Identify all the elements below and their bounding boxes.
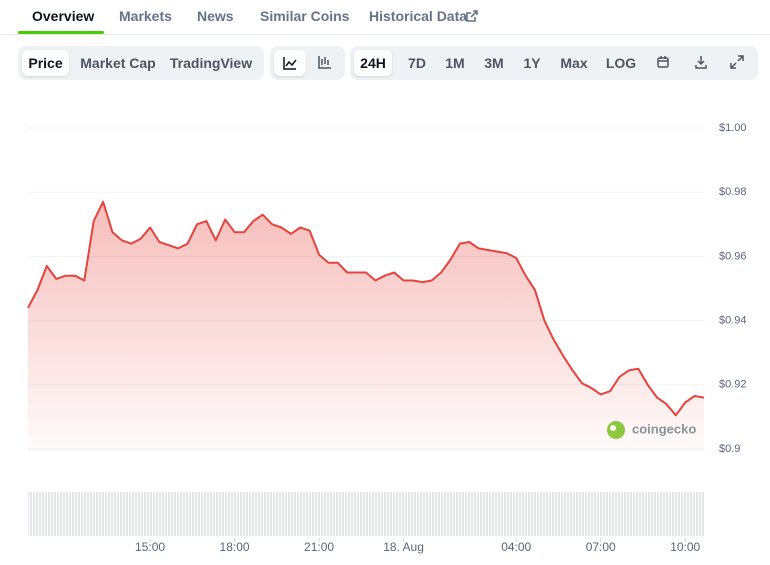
volume-area	[28, 492, 705, 536]
tab[interactable]: Markets	[119, 8, 172, 24]
range-button[interactable]: 1Y	[523, 55, 541, 71]
range-button[interactable]: 7D	[408, 55, 426, 71]
watermark-text: coingecko	[632, 421, 696, 436]
tab[interactable]: Overview	[32, 8, 95, 24]
range-button[interactable]: Max	[560, 55, 588, 71]
x-tick-label: 18. Aug	[383, 540, 424, 554]
tab[interactable]: Historical Data	[369, 8, 468, 24]
external-link-icon	[466, 10, 478, 22]
range-button[interactable]: 1M	[445, 55, 465, 71]
area-fill	[28, 201, 704, 452]
view-toggle: Price Market Cap TradingView	[18, 46, 264, 80]
tab[interactable]: News	[197, 8, 234, 24]
range-toggle: 24H 7D 1M 3M 1Y Max LOG	[350, 46, 758, 80]
line-chart-button[interactable]	[274, 50, 306, 76]
fullscreen-button[interactable]	[730, 55, 744, 69]
y-tick-label: $0.92	[719, 379, 747, 391]
chart-style-toggle	[270, 46, 345, 80]
x-tick-label: 07:00	[586, 540, 616, 554]
price-line	[27, 200, 705, 417]
price-chart: coingecko $1.00 $0.98 $0.96 $0.94 $0.92 $0.9 1…	[27, 122, 747, 554]
candle-chart-button[interactable]	[318, 55, 332, 69]
tab[interactable]: Similar Coins	[260, 8, 350, 24]
download-button[interactable]	[694, 55, 708, 69]
y-tick-label: $0.9	[719, 443, 740, 455]
active-tab-indicator	[18, 31, 104, 34]
y-tick-label: $0.96	[719, 250, 747, 262]
view-button[interactable]: Price	[22, 50, 69, 76]
tab-bar: Overview Markets News Similar Coins Hist…	[0, 0, 770, 35]
range-button[interactable]: 24H	[354, 50, 392, 76]
x-tick-label: 10:00	[670, 540, 700, 554]
x-tick-label: 21:00	[304, 540, 334, 554]
y-tick-label: $0.94	[719, 315, 747, 327]
watermark: coingecko	[607, 421, 696, 439]
calendar-button[interactable]	[656, 55, 670, 69]
x-tick-label: 04:00	[501, 540, 531, 554]
y-tick-label: $1.00	[719, 122, 747, 134]
y-tick-label: $0.98	[719, 186, 747, 198]
view-button[interactable]: TradingView	[169, 55, 253, 71]
range-button[interactable]: 3M	[484, 55, 504, 71]
x-tick-label: 15:00	[135, 540, 165, 554]
x-tick-label: 18:00	[220, 540, 250, 554]
view-button[interactable]: Market Cap	[80, 55, 156, 71]
log-button[interactable]: LOG	[605, 55, 637, 71]
